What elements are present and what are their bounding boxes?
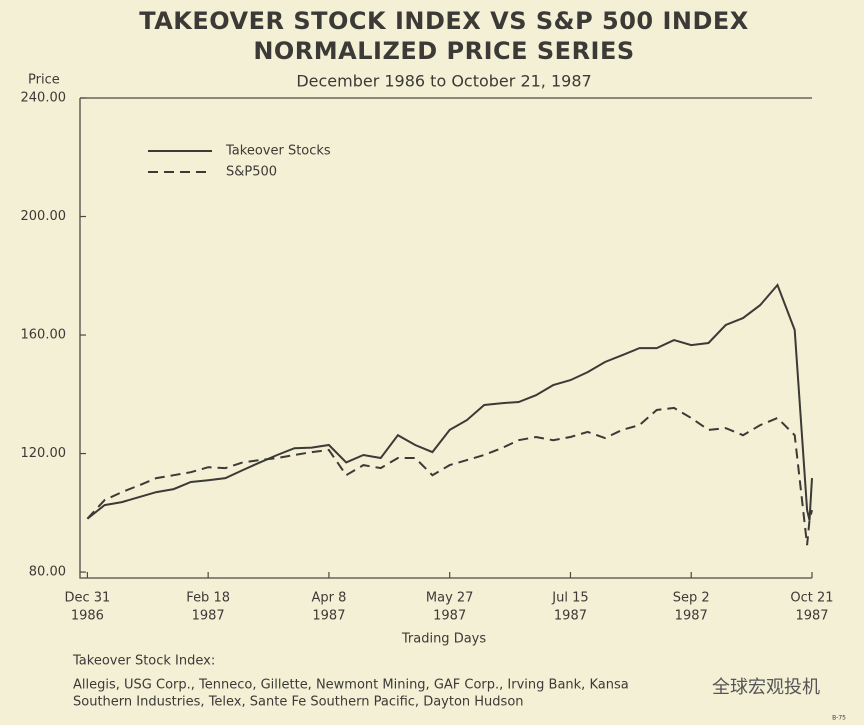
chart-title: TAKEOVER STOCK INDEX VS S&P 500 INDEX — [139, 7, 749, 35]
x-tick-label: Apr 8 — [311, 591, 346, 606]
y-tick-label: 200.00 — [21, 209, 67, 224]
x-tick-label: 1987 — [312, 609, 345, 624]
x-tick-label: Jul 15 — [551, 591, 588, 606]
x-tick-label: 1987 — [795, 609, 828, 624]
x-tick-label: May 27 — [426, 591, 474, 606]
x-tick-label: Feb 18 — [186, 591, 230, 606]
note-title: Takeover Stock Index: — [72, 654, 215, 669]
x-tick-label: 1987 — [192, 609, 225, 624]
x-tick-label: 1987 — [675, 609, 708, 624]
legend-label: Takeover Stocks — [225, 144, 331, 159]
page-code: B-75 — [832, 715, 846, 722]
y-tick-label: 80.00 — [29, 565, 66, 580]
note-line: Southern Industries, Telex, Sante Fe Sou… — [73, 695, 524, 710]
x-tick-label: Dec 31 — [64, 591, 110, 606]
y-tick-label: 160.00 — [21, 328, 67, 343]
y-tick-label: 240.00 — [21, 91, 67, 106]
note-line: Allegis, USG Corp., Tenneco, Gillette, N… — [73, 678, 629, 693]
series-line — [86, 406, 813, 546]
chart-subtitle: December 1986 to October 21, 1987 — [296, 72, 591, 91]
x-tick-label: 1986 — [71, 609, 104, 624]
x-tick-label: Sep 2 — [673, 591, 710, 606]
plot-frame — [79, 97, 812, 579]
x-tick-label: 1987 — [554, 609, 587, 624]
x-axis-label: Trading Days — [401, 632, 486, 647]
watermark: 全球宏观投机 — [712, 677, 820, 698]
x-tick-label: Oct 21 — [790, 591, 833, 606]
legend-label: S&P500 — [226, 165, 277, 180]
y-tick-label: 120.00 — [21, 446, 67, 461]
chart-title-2: NORMALIZED PRICE SERIES — [253, 37, 634, 65]
x-tick-label: 1987 — [433, 609, 466, 624]
y-axis-label: Price — [28, 73, 60, 88]
series-line — [86, 283, 813, 521]
